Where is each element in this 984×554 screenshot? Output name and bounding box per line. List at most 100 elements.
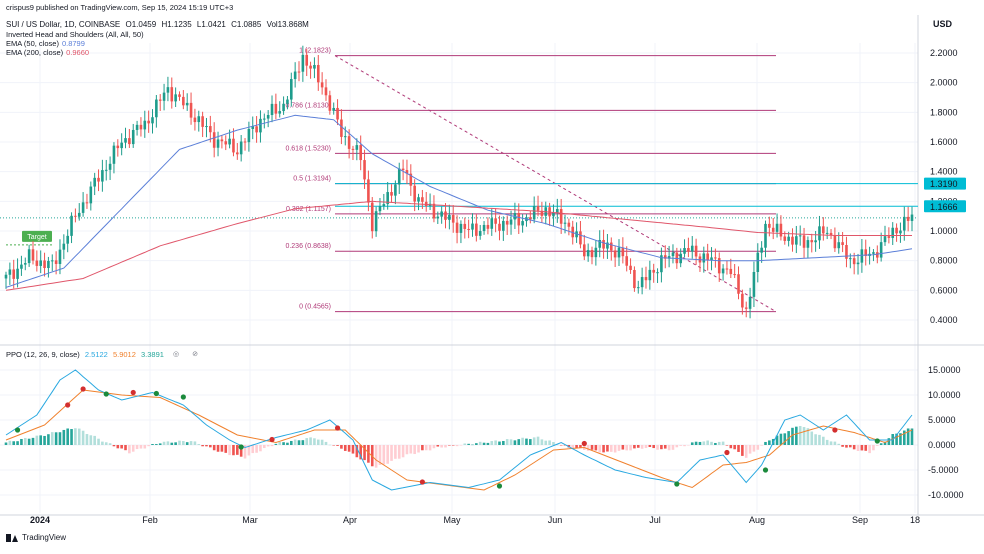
candle-body — [586, 250, 590, 257]
candle-body — [806, 240, 810, 248]
candle-body — [135, 124, 139, 130]
candle-body — [463, 223, 467, 229]
price-tag-label: 1.1666 — [930, 202, 958, 212]
candle-body — [636, 287, 640, 289]
candle-body — [436, 216, 440, 219]
candle-body — [93, 177, 96, 187]
ppo-histogram-bar — [89, 435, 93, 445]
candle-body — [629, 265, 632, 270]
fib-level-label: 0.382 (1.1157) — [286, 206, 331, 213]
ppo-histogram-bar — [297, 440, 301, 445]
ppo-axis[interactable]: 15.0000 10.0000 5.0000 0.0000 -5.0000 -10.000… — [928, 365, 964, 500]
ppo-histogram-bar — [752, 445, 756, 452]
ppo-histogram-bar — [367, 445, 370, 463]
candle-body — [309, 65, 312, 69]
ema200-legend[interactable]: EMA (200, close) 0.9660 — [6, 48, 92, 57]
ppo-histogram-bar — [571, 445, 575, 449]
candle-body — [212, 132, 216, 148]
candle-body — [475, 223, 478, 236]
ppo-histogram-bar — [324, 441, 328, 445]
ppo-histogram-bar — [741, 445, 744, 456]
time-tick-label: Mar — [242, 515, 258, 525]
ppo-histogram-bar — [648, 445, 652, 448]
candle-body — [852, 258, 856, 265]
ppo-histogram-bar — [409, 445, 413, 454]
price-tick-label: 1.8000 — [930, 107, 958, 117]
candle-body — [209, 126, 212, 133]
ppo-histogram-bar — [378, 445, 382, 465]
candle-body — [77, 212, 81, 217]
candle-body — [690, 245, 694, 252]
price-axis[interactable]: 2.20002.00001.80001.60001.40001.20001.00… — [924, 48, 966, 325]
ppo-histogram-bar — [328, 444, 332, 446]
ppo-histogram-bar — [81, 430, 85, 445]
ema50-legend[interactable]: EMA (50, close) 0.8799 — [6, 39, 88, 48]
ppo-histogram-bar — [343, 445, 347, 451]
candle-body — [347, 136, 351, 149]
candle-body — [97, 177, 100, 182]
candle-body — [467, 228, 470, 230]
ppo-histogram-bar — [451, 445, 455, 446]
ppo-histogram-bar — [397, 445, 401, 459]
ppo-histogram-bar — [810, 431, 814, 445]
ppo-histogram-bar — [23, 437, 27, 445]
candle-body — [891, 227, 895, 238]
candle-body — [128, 138, 131, 145]
ppo-sell-dot — [832, 427, 838, 433]
candle-body — [509, 219, 513, 225]
candle-body — [413, 185, 416, 202]
candle-body — [455, 222, 459, 233]
ema50-label: EMA (50, close) — [6, 39, 59, 48]
candle-body — [883, 236, 887, 243]
time-axis[interactable]: 2024 Feb Mar Apr May Jun Jul Aug Sep 18 — [30, 515, 920, 525]
candle-body — [193, 117, 197, 123]
ppo-histogram-bar — [205, 445, 208, 447]
ppo-buy-dot — [103, 391, 109, 397]
ppo-histogram-bar — [151, 444, 154, 445]
ppo-histogram-bar — [702, 441, 706, 445]
settings-icon[interactable]: ⊘ — [192, 351, 198, 358]
ppo-histogram-bar — [475, 443, 478, 445]
target-marker: Target — [6, 230, 52, 246]
eye-icon[interactable]: ◎ — [173, 351, 180, 358]
ppo-histogram-bar — [849, 445, 852, 448]
candle-body — [795, 236, 798, 245]
ppo-legend[interactable]: PPO (12, 26, 9, close) 2.5122 5.9012 3.3… — [6, 350, 205, 359]
candle-body — [270, 103, 274, 116]
tradingview-logo-icon — [6, 533, 18, 542]
target-label: Target — [27, 234, 47, 241]
candle-body — [81, 202, 85, 213]
ppo-line — [5, 369, 913, 491]
price-tick-label: 1.0000 — [930, 226, 958, 236]
candle-body — [798, 235, 802, 237]
ppo-histogram-bar — [764, 441, 767, 445]
candle-body — [151, 117, 154, 124]
candle-body — [397, 168, 401, 185]
candle-body — [818, 226, 821, 241]
symbol-title[interactable]: SUI / US Dollar, 1D, COINBASE — [6, 20, 121, 29]
ppo-histogram-bar — [97, 438, 100, 445]
candle-body — [278, 111, 282, 114]
candle-body — [478, 231, 482, 236]
price-tag-label: 1.3190 — [930, 179, 958, 189]
ppo-histogram-bar — [286, 442, 289, 445]
ppo-histogram-bar — [910, 428, 914, 445]
candle-body — [143, 120, 147, 130]
candle-body — [459, 223, 463, 233]
ppo-histogram-bar — [178, 440, 181, 445]
ppo-histogram-bar — [266, 445, 270, 447]
ppo-tick-label: -5.0000 — [928, 465, 959, 475]
ppo-histogram-bar — [201, 445, 204, 447]
candle-body — [633, 269, 636, 289]
time-tick-label: Jun — [548, 515, 563, 525]
ppo-histogram-bar — [822, 436, 825, 445]
pattern-legend[interactable]: Inverted Head and Shoulders (All, All, 5… — [6, 30, 147, 39]
ppo-histogram-bar — [224, 445, 228, 453]
ppo-histogram-bar — [282, 442, 285, 445]
ppo-value: 2.5122 — [84, 350, 108, 359]
candle-body — [31, 249, 35, 261]
ppo-buy-dot — [153, 390, 159, 397]
candle-body — [355, 145, 359, 150]
candle-body — [293, 71, 297, 80]
ppo-histogram-bar — [305, 438, 309, 445]
